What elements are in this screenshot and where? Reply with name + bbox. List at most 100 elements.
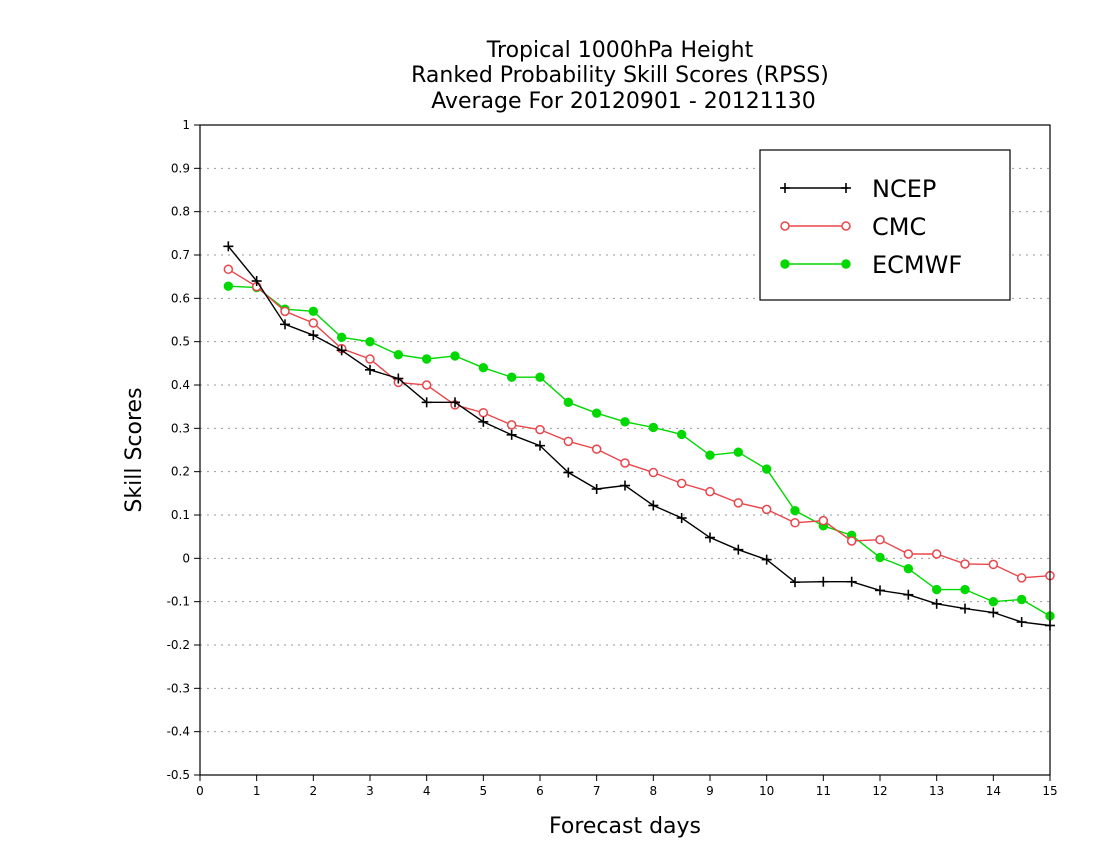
legend: NCEP CMC ECMWF	[759, 149, 1011, 301]
y-tick-label: -0.2	[167, 638, 190, 652]
data-point-ecmwf	[960, 584, 970, 595]
data-point-ecmwf	[450, 351, 460, 361]
y-tick-label: -0.1	[167, 595, 190, 609]
y-axis-ticks: -0.5 -0.4 -0.3 -0.2 -0.1 0 0.1 0.2 0.3 0.4 0.5 0.6 0…	[167, 118, 200, 782]
data-point-ncep	[875, 585, 885, 596]
data-point-ncep	[931, 598, 942, 609]
data-point-cmc	[875, 534, 885, 545]
legend-marker-ecmwf	[841, 259, 851, 269]
y-tick-label: 0.1	[171, 508, 190, 522]
data-point-cmc	[733, 498, 744, 508]
x-axis-label: Forecast days	[549, 814, 701, 839]
data-point-ecmwf	[733, 447, 744, 457]
data-point-ecmwf	[365, 336, 375, 347]
x-tick-label: 1	[253, 784, 261, 798]
data-point-ncep	[563, 467, 574, 478]
y-tick-label: -0.5	[167, 768, 190, 782]
chart-title: Tropical 1000hPa Height Ranked Probabili…	[411, 38, 829, 114]
data-point-cmc	[676, 478, 687, 489]
data-point-ecmwf	[790, 505, 800, 516]
data-point-ncep	[336, 345, 347, 356]
data-point-cmc	[365, 354, 375, 364]
data-point-cmc	[818, 515, 829, 526]
data-point-ecmwf	[223, 281, 234, 291]
legend-label-ecmwf: ECMWF	[872, 251, 962, 279]
legend-marker-cmc	[841, 221, 851, 231]
title-line-2: Ranked Probability Skill Scores (RPSS)	[411, 63, 829, 88]
x-tick-label: 4	[423, 784, 431, 798]
data-point-cmc	[563, 436, 574, 447]
data-point-ecmwf	[676, 429, 687, 440]
data-point-ncep	[846, 576, 857, 587]
y-tick-label: -0.3	[167, 681, 190, 695]
data-point-ncep	[365, 364, 375, 375]
data-point-ecmwf	[506, 372, 517, 382]
data-point-ncep	[903, 589, 914, 600]
series-line-ncep	[227, 245, 1051, 627]
data-point-cmc	[761, 504, 772, 515]
y-tick-label: 0.5	[171, 335, 190, 349]
data-point-cmc	[931, 549, 942, 559]
data-point-cmc	[988, 559, 999, 570]
data-point-ecmwf	[903, 564, 914, 574]
data-point-cmc	[535, 424, 545, 435]
data-point-ncep	[988, 607, 999, 618]
legend-box	[759, 149, 1011, 301]
legend-label-cmc: CMC	[872, 213, 926, 241]
data-point-cmc	[591, 444, 602, 454]
data-point-cmc	[506, 420, 517, 430]
x-tick-label: 7	[593, 784, 601, 798]
legend-marker-ncep	[841, 183, 851, 193]
data-point-cmc	[421, 380, 432, 390]
data-point-ncep	[648, 500, 659, 511]
title-line-3: Average For 20120901 - 20121130	[424, 89, 816, 114]
data-point-ncep	[478, 416, 489, 427]
series-line-cmc	[227, 268, 1051, 579]
data-point-cmc	[648, 467, 659, 478]
y-tick-label: 0.6	[171, 291, 190, 305]
legend-label-ncep: NCEP	[872, 175, 936, 203]
data-point-ecmwf	[648, 422, 659, 433]
data-point-cmc	[960, 559, 970, 569]
y-tick-label: -0.4	[167, 725, 190, 739]
data-point-ecmwf	[563, 397, 574, 408]
data-point-cmc	[705, 486, 715, 497]
data-point-ecmwf	[761, 464, 772, 474]
data-point-ncep	[733, 544, 744, 555]
y-tick-label: 0.9	[171, 161, 190, 175]
data-point-ncep	[393, 373, 404, 384]
data-point-cmc	[846, 536, 857, 546]
x-tick-label: 12	[872, 784, 887, 798]
data-point-cmc	[308, 318, 319, 328]
data-point-cmc	[223, 264, 234, 275]
data-point-ecmwf	[705, 450, 715, 460]
x-tick-label: 14	[986, 784, 1001, 798]
x-tick-label: 0	[196, 784, 204, 798]
x-tick-label: 10	[759, 784, 774, 798]
data-point-ecmwf	[535, 372, 545, 382]
legend-item-cmc: CMC	[780, 213, 926, 241]
x-tick-label: 5	[480, 784, 488, 798]
data-point-ecmwf	[875, 552, 885, 563]
data-point-ncep	[450, 397, 460, 408]
data-point-ncep	[251, 276, 262, 286]
data-point-ncep	[705, 532, 715, 543]
y-tick-label: 0.4	[171, 378, 190, 392]
x-tick-label: 8	[650, 784, 658, 798]
data-point-ncep	[223, 241, 234, 252]
title-line-1: Tropical 1000hPa Height	[486, 38, 754, 63]
legend-item-ecmwf: ECMWF	[780, 251, 962, 279]
plot-frame	[199, 124, 1051, 776]
y-tick-label: 1	[182, 118, 190, 132]
x-axis-ticks: 0 1 2 3 4 5 6 7 8 9 10 11 12 13 14 15	[196, 775, 1058, 798]
x-tick-label: 11	[816, 784, 831, 798]
y-tick-label: 0.3	[171, 421, 190, 435]
x-tick-label: 3	[366, 784, 374, 798]
data-point-ecmwf	[620, 417, 630, 427]
data-point-cmc	[1016, 573, 1027, 583]
data-point-ncep	[308, 330, 319, 341]
series-line-ecmwf	[228, 285, 1051, 617]
series-layer	[223, 241, 1055, 631]
legend-marker-cmc	[780, 221, 790, 231]
